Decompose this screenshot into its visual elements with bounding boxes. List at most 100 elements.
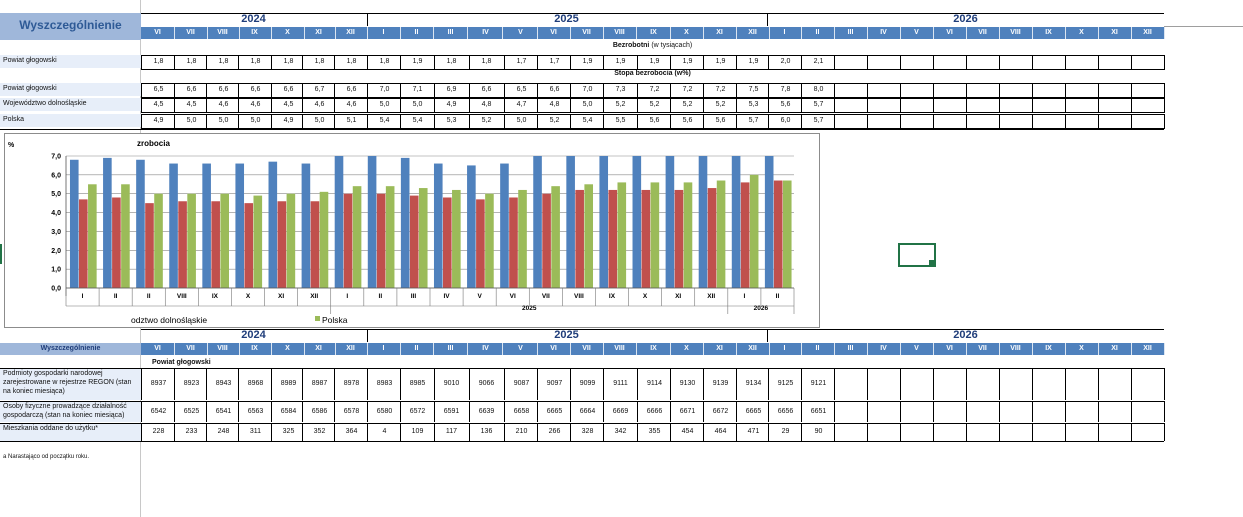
top-cell[interactable]: 1,8 xyxy=(367,56,401,69)
bottom-cell[interactable]: 6525 xyxy=(174,401,208,422)
top-cell[interactable]: 8,0 xyxy=(801,84,835,97)
top-cell[interactable]: 6,6 xyxy=(238,84,272,97)
bottom-cell[interactable]: 328 xyxy=(570,423,604,441)
bottom-month-header[interactable]: V xyxy=(504,343,538,355)
bottom-cell[interactable]: 8978 xyxy=(334,368,368,400)
top-cell[interactable] xyxy=(867,99,901,112)
bottom-cell[interactable]: 325 xyxy=(271,423,305,441)
bottom-cell[interactable]: 117 xyxy=(434,423,468,441)
top-cell[interactable] xyxy=(1065,84,1099,97)
top-cell[interactable]: 1,8 xyxy=(271,56,305,69)
top-cell[interactable]: 6,6 xyxy=(271,84,305,97)
bottom-month-header[interactable]: XI xyxy=(1098,343,1132,355)
top-cell[interactable] xyxy=(900,84,934,97)
top-cell[interactable] xyxy=(1098,99,1132,112)
top-cell[interactable]: 5,6 xyxy=(670,115,704,128)
bottom-month-header[interactable]: V xyxy=(900,343,934,355)
bottom-cell[interactable] xyxy=(1032,423,1066,441)
bottom-cell[interactable]: 6572 xyxy=(400,401,434,422)
top-month-header[interactable]: XII xyxy=(736,27,770,39)
top-cell[interactable] xyxy=(834,84,868,97)
top-cell[interactable]: 5,7 xyxy=(801,99,835,112)
bottom-cell[interactable]: 8968 xyxy=(238,368,272,400)
top-cell[interactable]: 5,5 xyxy=(603,115,637,128)
bottom-cell[interactable]: 6591 xyxy=(434,401,468,422)
bottom-month-header[interactable]: VI xyxy=(933,343,967,355)
bottom-month-header[interactable]: I xyxy=(768,343,802,355)
bottom-cell[interactable]: 9097 xyxy=(537,368,571,400)
top-cell[interactable] xyxy=(1065,99,1099,112)
top-cell[interactable] xyxy=(834,115,868,128)
bottom-cell[interactable] xyxy=(834,368,868,400)
top-month-header[interactable]: V xyxy=(504,27,538,39)
top-cell[interactable] xyxy=(1131,115,1165,128)
bottom-cell[interactable] xyxy=(1131,368,1165,400)
top-cell[interactable]: 4,6 xyxy=(206,99,240,112)
top-cell[interactable]: 5,0 xyxy=(238,115,272,128)
top-cell[interactable]: 4,9 xyxy=(141,115,175,128)
top-cell[interactable]: 2,0 xyxy=(768,56,802,69)
bottom-cell[interactable] xyxy=(867,401,901,422)
top-month-header[interactable]: X xyxy=(1065,27,1099,39)
bottom-month-header[interactable]: XII xyxy=(736,343,770,355)
bottom-cell[interactable]: 6578 xyxy=(334,401,368,422)
bottom-cell[interactable]: 266 xyxy=(537,423,571,441)
bottom-month-header[interactable]: III xyxy=(834,343,868,355)
bottom-cell[interactable]: 6665 xyxy=(537,401,571,422)
bottom-month-header[interactable]: VI xyxy=(141,343,175,355)
top-cell[interactable] xyxy=(933,115,967,128)
bottom-cell[interactable]: 6665 xyxy=(736,401,770,422)
top-cell[interactable]: 5,0 xyxy=(206,115,240,128)
bottom-cell[interactable]: 109 xyxy=(400,423,434,441)
bottom-month-header[interactable]: VIII xyxy=(999,343,1033,355)
bottom-month-header[interactable]: IV xyxy=(867,343,901,355)
bottom-cell[interactable] xyxy=(900,401,934,422)
top-month-header[interactable]: II xyxy=(801,27,835,39)
bottom-cell[interactable]: 9114 xyxy=(637,368,671,400)
bottom-cell[interactable]: 29 xyxy=(768,423,802,441)
top-cell[interactable]: 1,8 xyxy=(141,56,175,69)
top-cell[interactable] xyxy=(1065,115,1099,128)
top-cell[interactable]: 4,8 xyxy=(469,99,503,112)
bottom-cell[interactable] xyxy=(1098,423,1132,441)
bottom-cell[interactable] xyxy=(999,368,1033,400)
top-cell[interactable] xyxy=(966,99,1000,112)
top-cell[interactable] xyxy=(999,56,1033,69)
bottom-cell[interactable]: 464 xyxy=(703,423,737,441)
bottom-cell[interactable]: 6542 xyxy=(141,401,175,422)
top-cell[interactable]: 7,2 xyxy=(670,84,704,97)
top-cell[interactable]: 5,1 xyxy=(334,115,368,128)
top-cell[interactable] xyxy=(999,99,1033,112)
bottom-cell[interactable]: 90 xyxy=(801,423,835,441)
bottom-cell[interactable]: 8987 xyxy=(302,368,336,400)
bottom-cell[interactable]: 8923 xyxy=(174,368,208,400)
top-month-header[interactable]: VIII xyxy=(603,27,637,39)
top-month-header[interactable]: IX xyxy=(238,27,272,39)
bottom-cell[interactable] xyxy=(999,423,1033,441)
top-cell[interactable]: 5,2 xyxy=(603,99,637,112)
top-cell[interactable]: 5,0 xyxy=(504,115,538,128)
bottom-month-header[interactable]: VII xyxy=(966,343,1000,355)
bottom-cell[interactable]: 9121 xyxy=(801,368,835,400)
top-month-header[interactable]: IV xyxy=(469,27,503,39)
top-cell[interactable]: 6,6 xyxy=(334,84,368,97)
top-cell[interactable]: 1,9 xyxy=(736,56,770,69)
top-cell[interactable]: 1,9 xyxy=(670,56,704,69)
bottom-cell[interactable]: 8985 xyxy=(400,368,434,400)
bottom-cell[interactable]: 6580 xyxy=(367,401,401,422)
top-cell[interactable]: 1,8 xyxy=(334,56,368,69)
top-cell[interactable]: 5,6 xyxy=(768,99,802,112)
top-cell[interactable] xyxy=(834,99,868,112)
top-cell[interactable]: 4,9 xyxy=(434,99,468,112)
top-cell[interactable]: 6,6 xyxy=(206,84,240,97)
bottom-month-header[interactable]: VII xyxy=(570,343,604,355)
top-cell[interactable]: 5,3 xyxy=(434,115,468,128)
top-cell[interactable]: 5,0 xyxy=(367,99,401,112)
top-cell[interactable] xyxy=(1032,84,1066,97)
bottom-cell[interactable]: 9134 xyxy=(736,368,770,400)
top-month-header[interactable]: I xyxy=(768,27,802,39)
bottom-cell[interactable]: 6656 xyxy=(768,401,802,422)
bottom-cell[interactable]: 6563 xyxy=(238,401,272,422)
top-cell[interactable]: 5,0 xyxy=(174,115,208,128)
top-cell[interactable]: 4,6 xyxy=(302,99,336,112)
